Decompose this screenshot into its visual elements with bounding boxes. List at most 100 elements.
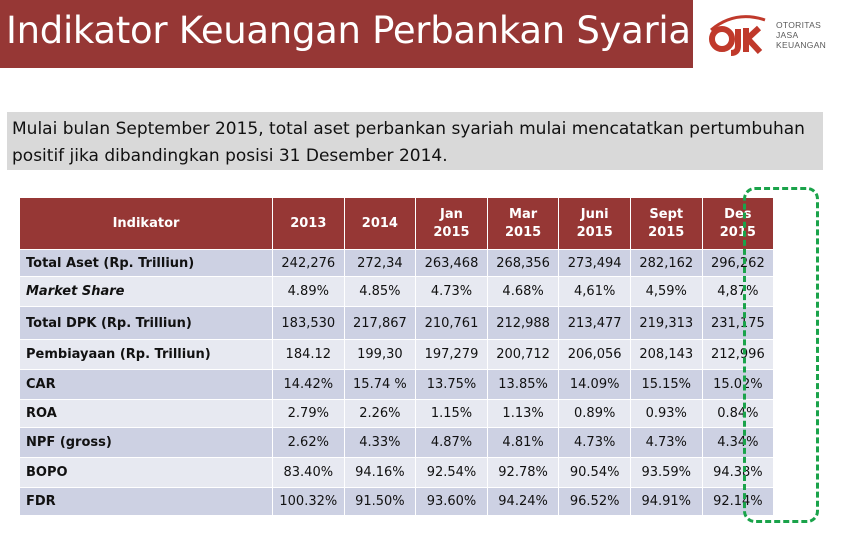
table-cell: 183,530 — [272, 306, 345, 340]
header-cell: Jan 2015 — [415, 197, 488, 250]
table-cell: 15.74 % — [343, 369, 417, 400]
header-cell: Sept 2015 — [629, 197, 703, 250]
table-cell: 4.34% — [701, 427, 775, 458]
logo-line: OTORITAS — [776, 20, 822, 30]
table-cell: 212,988 — [486, 306, 560, 340]
table-cell: 217,867 — [343, 306, 417, 340]
table-cell: 272,34 — [343, 249, 417, 277]
table-row: FDR 100.32% 91.50% 93.60% 94.24% 96.52% … — [19, 487, 775, 516]
table-cell: 213,477 — [558, 306, 631, 340]
table-cell: 4.68% — [486, 276, 560, 307]
row-label: NPF (gross) — [19, 427, 273, 458]
table-cell: 0.89% — [558, 399, 631, 428]
table-cell: 200,712 — [486, 339, 560, 370]
table-cell: 208,143 — [629, 339, 703, 370]
table-cell: 206,056 — [558, 339, 631, 370]
row-label: FDR — [19, 487, 273, 516]
table-cell: 4.81% — [486, 427, 560, 458]
table-cell: 219,313 — [629, 306, 703, 340]
table-cell: 199,30 — [343, 339, 417, 370]
table-cell: 92.78% — [486, 457, 560, 488]
table-cell: 2.62% — [272, 427, 345, 458]
ojk-logo-icon — [709, 15, 766, 56]
row-label: Total Aset (Rp. Trilliun) — [19, 249, 273, 277]
row-label: Market Share — [19, 276, 273, 307]
table-cell: 210,761 — [415, 306, 488, 340]
table-cell: 197,279 — [415, 339, 488, 370]
table-cell: 83.40% — [272, 457, 345, 488]
logo-line: JASA — [776, 30, 799, 40]
table-cell: 231,175 — [701, 306, 775, 340]
table-cell: 13.75% — [415, 369, 488, 400]
table-cell: 212,996 — [701, 339, 775, 370]
table-cell: 14.42% — [272, 369, 345, 400]
table-cell: 4,59% — [629, 276, 703, 307]
table-cell: 92.14% — [701, 487, 775, 516]
table-cell: 92.54% — [415, 457, 488, 488]
table-row: Pembiayaan (Rp. Trilliun) 184.12 199,30 … — [19, 339, 775, 370]
table-cell: 94.38% — [701, 457, 775, 488]
header-cell: Des 2015 — [701, 197, 775, 250]
intro-line-1: Mulai bulan September 2015, total aset p… — [12, 119, 805, 139]
indicator-table: Indikator 2013 2014 Jan 2015 Mar 2015 Juni… — [19, 197, 775, 516]
table-cell: 0.84% — [701, 399, 775, 428]
logo-text: OTORITAS JASA KEUANGAN — [776, 20, 826, 50]
intro-line-2: positif jika dibandingkan posisi 31 Dese… — [12, 146, 448, 166]
table-cell: 296,262 — [701, 249, 775, 277]
table-cell: 93.59% — [629, 457, 703, 488]
table-row: ROA 2.79% 2.26% 1.15% 1.13% 0.89% 0.93% … — [19, 399, 775, 428]
table-cell: 4.73% — [558, 427, 631, 458]
table-cell: 91.50% — [343, 487, 417, 516]
table-cell: 4.73% — [629, 427, 703, 458]
intro-box: Mulai bulan September 2015, total aset p… — [7, 112, 823, 170]
table-row: Total DPK (Rp. Trilliun) 183,530 217,867… — [19, 306, 775, 340]
table-cell: 282,162 — [629, 249, 703, 277]
ojk-logo: OTORITAS JASA KEUANGAN — [705, 8, 837, 58]
table-cell: 93.60% — [415, 487, 488, 516]
row-label: Pembiayaan (Rp. Trilliun) — [19, 339, 273, 370]
header-cell: Juni 2015 — [558, 197, 631, 250]
table-cell: 4.87% — [415, 427, 488, 458]
des-2015-highlight-box — [743, 187, 819, 523]
row-label: BOPO — [19, 457, 273, 488]
table-cell: 263,468 — [415, 249, 488, 277]
title-bar: Indikator Keuangan Perbankan Syariah — [0, 0, 714, 68]
table-cell: 1.15% — [415, 399, 488, 428]
table-row: NPF (gross) 2.62% 4.33% 4.87% 4.81% 4.73… — [19, 427, 775, 458]
table-cell: 4,87% — [701, 276, 775, 307]
table-cell: 2.79% — [272, 399, 345, 428]
header-cell: 2014 — [343, 197, 417, 250]
table-cell: 268,356 — [486, 249, 560, 277]
table-header-row: Indikator 2013 2014 Jan 2015 Mar 2015 Juni… — [19, 197, 775, 250]
header-cell: 2013 — [272, 197, 345, 250]
row-label: CAR — [19, 369, 273, 400]
table-row: Total Aset (Rp. Trilliun) 242,276 272,34… — [19, 249, 775, 277]
table-cell: 4.73% — [415, 276, 488, 307]
page-title: Indikator Keuangan Perbankan Syariah — [6, 9, 714, 52]
table-cell: 4,61% — [558, 276, 631, 307]
table-cell: 96.52% — [558, 487, 631, 516]
table-cell: 242,276 — [272, 249, 345, 277]
table-cell: 4.33% — [343, 427, 417, 458]
header-cell-indikator: Indikator — [19, 197, 273, 250]
table-cell: 94.91% — [629, 487, 703, 516]
table-cell: 4.85% — [343, 276, 417, 307]
table-cell: 4.89% — [272, 276, 345, 307]
table-cell: 100.32% — [272, 487, 345, 516]
table-cell: 0.93% — [629, 399, 703, 428]
table-cell: 13.85% — [486, 369, 560, 400]
row-label: Total DPK (Rp. Trilliun) — [19, 306, 273, 340]
table-cell: 94.24% — [486, 487, 560, 516]
header-cell: Mar 2015 — [486, 197, 560, 250]
logo-line: KEUANGAN — [776, 40, 827, 50]
table-row: BOPO 83.40% 94.16% 92.54% 92.78% 90.54% … — [19, 457, 775, 488]
table-cell: 15.15% — [629, 369, 703, 400]
table-row: CAR 14.42% 15.74 % 13.75% 13.85% 14.09% … — [19, 369, 775, 400]
table-cell: 1.13% — [486, 399, 560, 428]
table-cell: 94.16% — [343, 457, 417, 488]
table-cell: 184.12 — [272, 339, 345, 370]
table-cell: 90.54% — [558, 457, 631, 488]
table-cell: 273,494 — [558, 249, 631, 277]
table-cell: 14.09% — [558, 369, 631, 400]
table-row: Market Share 4.89% 4.85% 4.73% 4.68% 4,6… — [19, 276, 775, 307]
